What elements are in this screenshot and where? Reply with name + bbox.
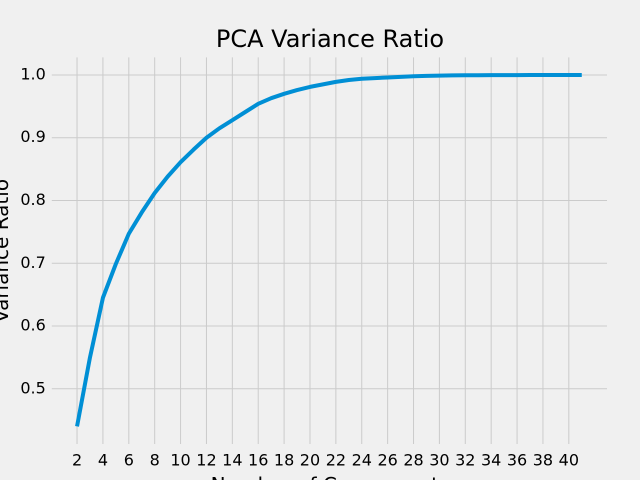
y-tick-label: 0.7 — [20, 253, 45, 272]
x-axis-label: Number of Components — [211, 473, 450, 480]
y-tick-label: 0.6 — [20, 316, 45, 335]
x-tick-label: 16 — [248, 451, 268, 470]
x-tick-label: 22 — [326, 451, 346, 470]
y-axis-label: Variance Ratio — [0, 179, 13, 323]
y-tick-label: 1.0 — [20, 64, 45, 83]
x-tick-label: 14 — [222, 451, 242, 470]
y-tick-label: 0.9 — [20, 127, 45, 146]
x-tick-label: 18 — [274, 451, 294, 470]
x-tick-label: 4 — [98, 451, 108, 470]
x-tick-label: 10 — [170, 451, 190, 470]
x-tick-label: 8 — [150, 451, 160, 470]
x-tick-label: 28 — [403, 451, 423, 470]
x-tick-label: 40 — [559, 451, 579, 470]
x-tick-label: 6 — [124, 451, 134, 470]
x-tick-label: 2 — [72, 451, 82, 470]
x-tick-label: 24 — [352, 451, 372, 470]
chart-title: PCA Variance Ratio — [216, 25, 444, 53]
y-tick-label: 0.5 — [20, 378, 45, 397]
x-tick-label: 30 — [429, 451, 449, 470]
x-tick-label: 32 — [455, 451, 475, 470]
x-tick-label: 38 — [533, 451, 553, 470]
x-tick-label: 26 — [377, 451, 397, 470]
y-tick-label: 0.8 — [20, 190, 45, 209]
x-tick-label: 34 — [481, 451, 501, 470]
x-tick-label: 36 — [507, 451, 527, 470]
x-tick-label: 20 — [300, 451, 320, 470]
data-line — [75, 72, 582, 427]
x-tick-label: 12 — [196, 451, 216, 470]
